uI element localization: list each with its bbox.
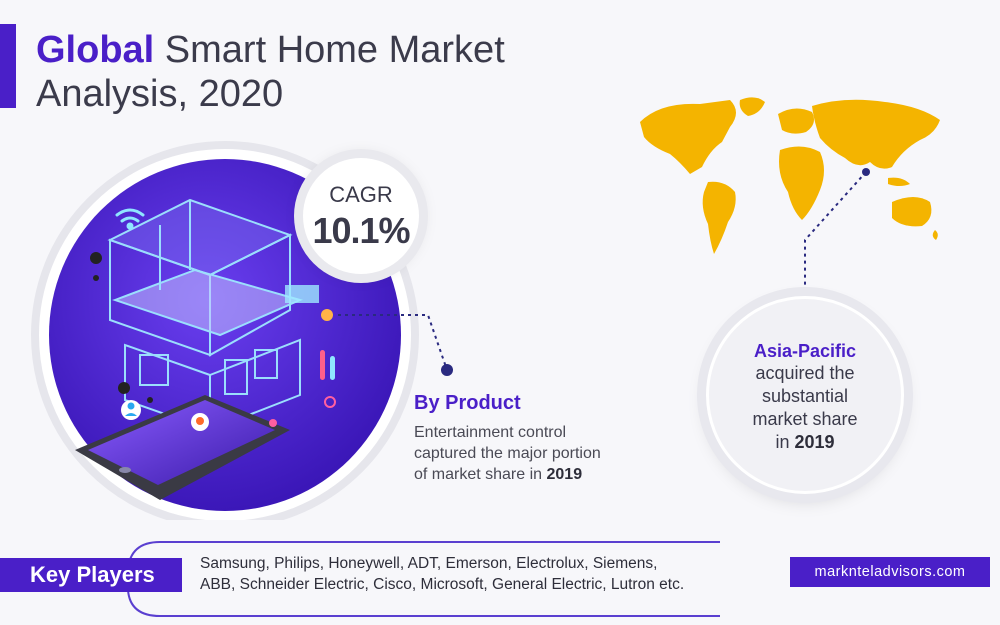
website-link[interactable]: marknteladvisors.com bbox=[790, 557, 990, 587]
cagr-label: CAGR bbox=[329, 182, 393, 207]
region-name: Asia-Pacific bbox=[753, 341, 857, 361]
page-title: Global Smart Home Market Analysis, 2020 bbox=[36, 28, 505, 116]
by-product-year: 2019 bbox=[546, 466, 583, 483]
title-highlight: Global bbox=[36, 29, 155, 71]
region-line4: in 2019 bbox=[709, 431, 901, 454]
cagr-badge: CAGR 10.1% bbox=[303, 158, 419, 274]
location-pin-icon bbox=[191, 413, 209, 431]
cagr-value: 10.1% bbox=[312, 210, 410, 251]
region-line4-prefix: in bbox=[775, 432, 795, 452]
thermometer-icon bbox=[320, 350, 335, 380]
region-line1: acquired the bbox=[755, 363, 855, 383]
region-year: 2019 bbox=[794, 432, 835, 452]
region-callout: Asia-Pacific acquired the substantial ma… bbox=[706, 296, 904, 494]
key-players-label: Key Players bbox=[30, 562, 155, 587]
key-players-line2: ABB, Schneider Electric, Cisco, Microsof… bbox=[200, 576, 685, 593]
by-product-text: Entertainment control captured the major… bbox=[414, 422, 664, 485]
region-line2: substantial bbox=[761, 386, 849, 406]
title-accent-bar bbox=[0, 24, 16, 108]
region-line3: market share bbox=[752, 409, 858, 429]
key-players-line1: Samsung, Philips, Honeywell, ADT, Emerso… bbox=[200, 555, 658, 572]
by-product-line3: of market share in bbox=[414, 466, 547, 483]
wifi-icon bbox=[115, 208, 145, 230]
by-product-line2: captured the major portion bbox=[414, 445, 601, 462]
key-players-list: Samsung, Philips, Honeywell, ADT, Emerso… bbox=[200, 553, 740, 595]
by-product-heading: By Product bbox=[414, 392, 521, 414]
by-product-line1: Entertainment control bbox=[414, 424, 567, 441]
person-icon bbox=[121, 400, 141, 420]
title-line1: Smart Home Market bbox=[154, 29, 505, 71]
key-players-box bbox=[0, 558, 182, 592]
world-map bbox=[640, 97, 940, 254]
title-line2: Analysis, 2020 bbox=[36, 73, 284, 115]
